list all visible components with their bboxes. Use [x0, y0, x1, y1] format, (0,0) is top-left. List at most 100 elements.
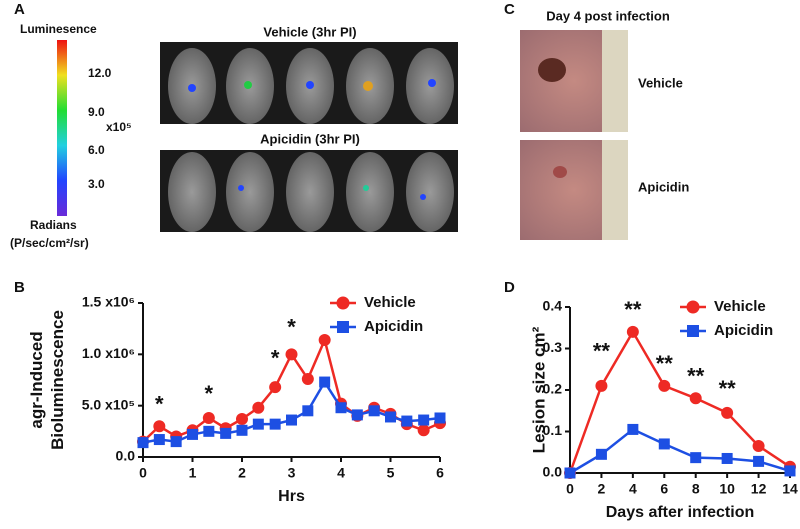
marker — [385, 411, 396, 423]
significance: * — [155, 391, 164, 416]
panel-letter: B — [14, 279, 25, 296]
colorbar-unit: Radians — [30, 218, 77, 232]
x-tick-label: 4 — [337, 465, 345, 481]
significance: * — [287, 314, 296, 339]
panel-letter: A — [14, 1, 25, 18]
mice-apicidin — [168, 152, 454, 232]
marker — [752, 440, 765, 453]
marker — [368, 405, 380, 417]
x-tick-label: 5 — [387, 465, 395, 481]
marker — [627, 423, 639, 435]
colorbar-tick: 9.0 — [88, 105, 105, 119]
legend-marker — [686, 300, 700, 314]
colorbar-tick: 6.0 — [88, 143, 105, 157]
significance: ** — [687, 363, 705, 388]
marker — [319, 376, 331, 388]
y-tick-label: 0.1 — [543, 422, 563, 438]
marker — [626, 325, 639, 338]
x-tick-label: 2 — [598, 481, 606, 497]
legend-marker — [336, 296, 350, 310]
marker — [236, 424, 248, 436]
marker — [784, 465, 796, 477]
marker — [753, 455, 765, 467]
marker — [203, 425, 215, 437]
marker — [285, 348, 298, 361]
image-title: Apicidin (3hr PI) — [260, 131, 360, 146]
marker — [153, 420, 166, 433]
y-axis-label: Lesion size cm² — [529, 326, 548, 453]
y-axis-label: agr-Induced — [27, 331, 46, 428]
marker — [252, 418, 264, 430]
x-tick-label: 4 — [629, 481, 637, 497]
x-tick-label: 10 — [719, 481, 735, 497]
marker — [170, 436, 182, 448]
marker — [269, 418, 281, 430]
series-line — [568, 329, 791, 474]
colorbar-scale: x10⁵ — [106, 120, 132, 134]
photo-label: Vehicle — [638, 75, 683, 90]
x-tick-label: 12 — [751, 481, 767, 497]
marker — [721, 406, 734, 419]
colorbar — [57, 40, 67, 216]
marker — [595, 379, 608, 392]
marker — [658, 379, 671, 392]
x-tick-label: 0 — [566, 481, 574, 497]
y-tick-label: 0.0 — [543, 464, 563, 480]
marker — [401, 415, 413, 427]
x-tick-label: 6 — [660, 481, 668, 497]
significance: ** — [656, 351, 674, 376]
legend-marker — [337, 321, 349, 333]
legend-label: Vehicle — [714, 298, 766, 315]
marker — [564, 467, 576, 479]
ruler — [602, 140, 628, 240]
y-tick-label: 1.0 x10⁶ — [82, 345, 135, 361]
y-tick-label: 0.2 — [543, 381, 563, 397]
x-tick-label: 8 — [692, 481, 700, 497]
marker — [252, 401, 265, 414]
significance: ** — [719, 376, 737, 401]
panel-letter: C — [504, 1, 515, 18]
marker — [351, 409, 363, 421]
marker — [418, 414, 430, 426]
marker — [721, 452, 733, 464]
y-tick-label: 1.5 x10⁶ — [82, 294, 135, 310]
colorbar-unit: (P/sec/cm²/sr) — [10, 236, 89, 250]
x-tick-label: 6 — [436, 465, 444, 481]
x-axis-label: Hrs — [278, 488, 305, 505]
marker — [434, 412, 446, 424]
x-axis-label: Days after infection — [606, 504, 754, 521]
marker — [417, 424, 430, 437]
marker — [187, 428, 198, 440]
significance: ** — [624, 297, 642, 322]
image-title: Vehicle (3hr PI) — [263, 24, 356, 39]
marker — [689, 392, 702, 405]
y-tick-label: 5.0 x10⁵ — [82, 396, 135, 412]
y-tick-label: 0.3 — [543, 339, 563, 355]
significance: ** — [593, 338, 611, 363]
legend-label: Vehicle — [364, 294, 416, 311]
x-tick-label: 1 — [189, 465, 197, 481]
colorbar-title: Luminesence — [20, 22, 97, 36]
marker — [137, 437, 149, 449]
marker — [286, 414, 297, 426]
photo-title: Day 4 post infection — [546, 8, 670, 23]
marker — [595, 448, 607, 460]
lesion — [538, 58, 566, 82]
colorbar-tick: 3.0 — [88, 177, 105, 191]
marker — [236, 413, 248, 426]
marker — [658, 438, 670, 450]
significance: * — [271, 345, 280, 370]
photo-label: Apicidin — [638, 179, 689, 194]
x-tick-label: 0 — [139, 465, 147, 481]
marker — [220, 427, 232, 439]
significance: * — [205, 381, 214, 406]
marker — [690, 452, 702, 464]
marker — [269, 381, 282, 394]
marker — [301, 372, 314, 385]
x-tick-label: 3 — [288, 465, 296, 481]
legend-label: Apicidin — [364, 318, 423, 335]
x-tick-label: 14 — [782, 481, 798, 497]
y-axis-label: Bioluminescence — [48, 310, 67, 450]
marker — [153, 434, 165, 446]
